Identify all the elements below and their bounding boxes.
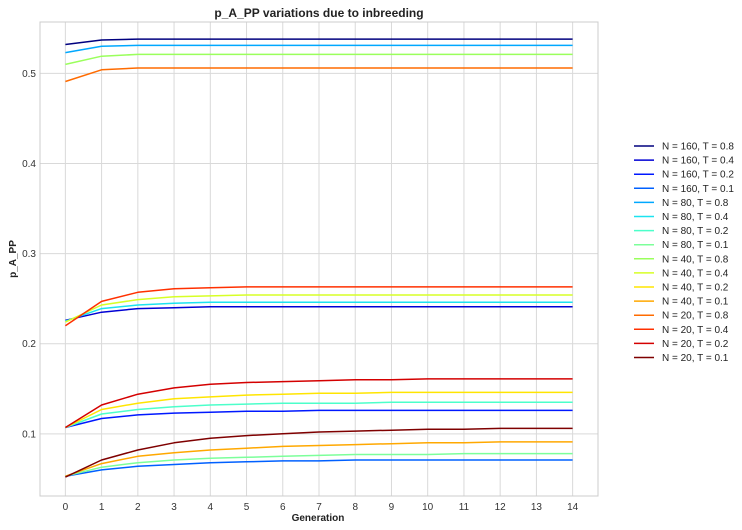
legend-label: N = 80, T = 0.8	[662, 198, 729, 209]
x-tick-label: 6	[280, 502, 286, 513]
x-tick-label: 5	[244, 502, 250, 513]
grid	[39, 21, 599, 497]
chart-title: p_A_PP variations due to inbreeding	[214, 6, 423, 20]
x-tick-label: 3	[171, 502, 177, 513]
series-line	[65, 401, 573, 429]
series-line	[65, 44, 573, 54]
legend-label: N = 80, T = 0.1	[662, 240, 729, 251]
x-tick-label: 1	[99, 502, 105, 513]
legend-label: N = 40, T = 0.2	[662, 283, 729, 294]
x-tick-labels: 0 1 2 3 4 5 6 7 8 9 10 11 12 13 14	[63, 502, 579, 513]
series-line	[65, 378, 573, 429]
legend-label: N = 20, T = 0.8	[662, 311, 729, 322]
plot-frame	[39, 21, 599, 497]
x-tick-label: 14	[567, 502, 579, 513]
x-tick-label: 2	[135, 502, 141, 513]
legend-label: N = 20, T = 0.4	[662, 325, 729, 336]
x-tick-label: 8	[352, 502, 358, 513]
legend-label: N = 40, T = 0.1	[662, 297, 729, 308]
series-lines	[64, 38, 573, 478]
x-tick-label: 7	[316, 502, 322, 513]
series-line	[65, 459, 573, 477]
series-line	[65, 38, 573, 46]
y-tick-label: 0.3	[22, 249, 36, 260]
x-axis-title: Generation	[292, 513, 345, 524]
y-tick-label: 0.4	[22, 159, 36, 170]
legend-label: N = 160, T = 0.4	[662, 156, 734, 167]
series-line	[65, 441, 573, 477]
series-line	[65, 391, 573, 429]
x-tick-label: 10	[422, 502, 434, 513]
series-line	[65, 67, 573, 83]
x-tick-label: 4	[208, 502, 214, 513]
y-tick-label: 0.1	[22, 429, 36, 440]
x-tick-label: 0	[63, 502, 69, 513]
legend-label: N = 160, T = 0.1	[662, 184, 734, 195]
series-line	[64, 286, 573, 327]
legend-label: N = 80, T = 0.2	[662, 226, 729, 237]
x-tick-label: 12	[495, 502, 507, 513]
legend-label: N = 80, T = 0.4	[662, 212, 729, 223]
legend-label: N = 40, T = 0.4	[662, 268, 729, 279]
y-axis-title: p_A_PP	[8, 240, 19, 278]
legend-label: N = 40, T = 0.8	[662, 254, 729, 265]
series-line	[65, 53, 573, 66]
legend: N = 160, T = 0.8 N = 160, T = 0.4 N = 160,…	[634, 142, 734, 364]
x-tick-label: 13	[531, 502, 543, 513]
series-line	[65, 301, 573, 322]
legend-label: N = 20, T = 0.1	[662, 353, 729, 364]
series-line	[65, 452, 573, 477]
y-tick-labels: 0.1 0.2 0.3 0.4 0.5	[22, 69, 36, 440]
legend-label: N = 160, T = 0.2	[662, 170, 734, 181]
series-line	[65, 427, 573, 478]
series-line	[65, 409, 573, 429]
legend-label: N = 20, T = 0.2	[662, 339, 729, 350]
x-tick-label: 11	[459, 502, 470, 513]
series-line	[65, 294, 573, 323]
y-tick-label: 0.2	[22, 339, 36, 350]
legend-label: N = 160, T = 0.8	[662, 142, 734, 153]
y-tick-label: 0.5	[22, 69, 36, 80]
series-line	[65, 306, 573, 322]
x-tick-label: 9	[389, 502, 395, 513]
